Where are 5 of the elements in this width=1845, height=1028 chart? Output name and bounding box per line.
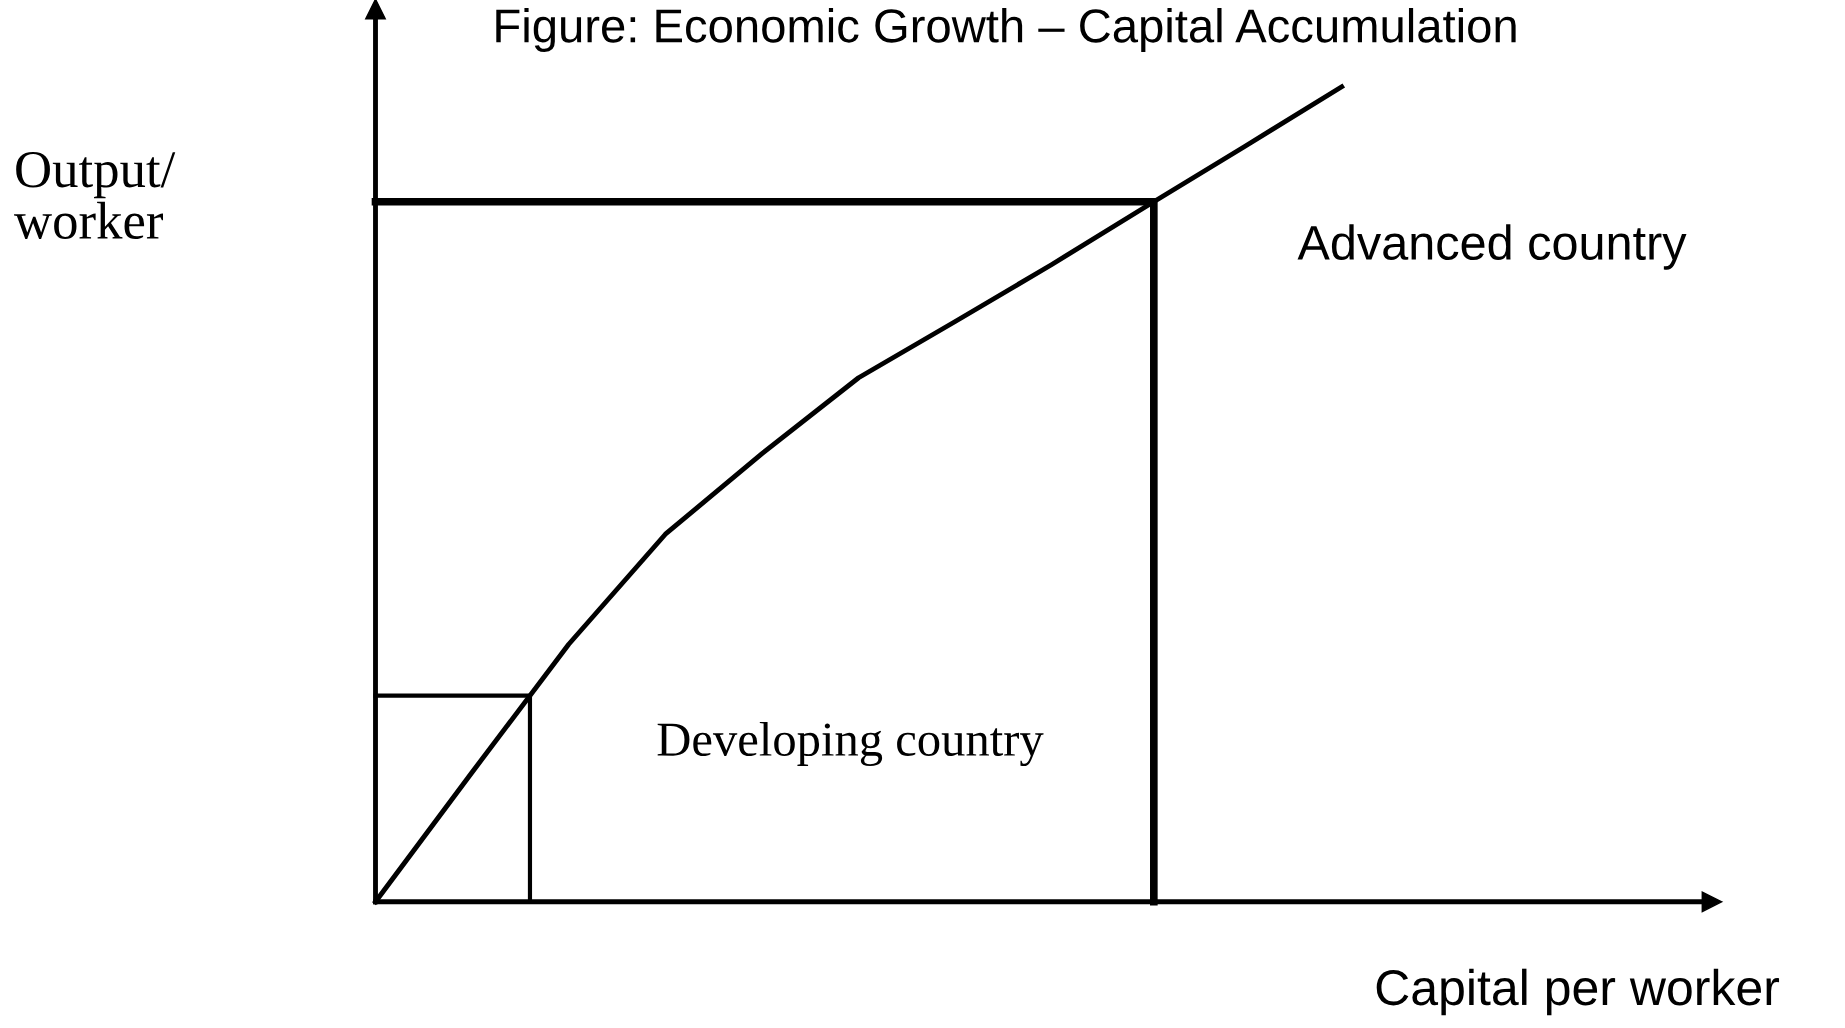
annotation: Advanced country (1297, 224, 1687, 270)
annotation: Developing country (657, 721, 1044, 767)
x-axis-title: Capital per worker (1376, 968, 1780, 1016)
chart-title: Figure: Economic Growth – Capital Accumulation (496, 7, 1516, 53)
y-axis-title: Output/ worker (14, 151, 176, 239)
